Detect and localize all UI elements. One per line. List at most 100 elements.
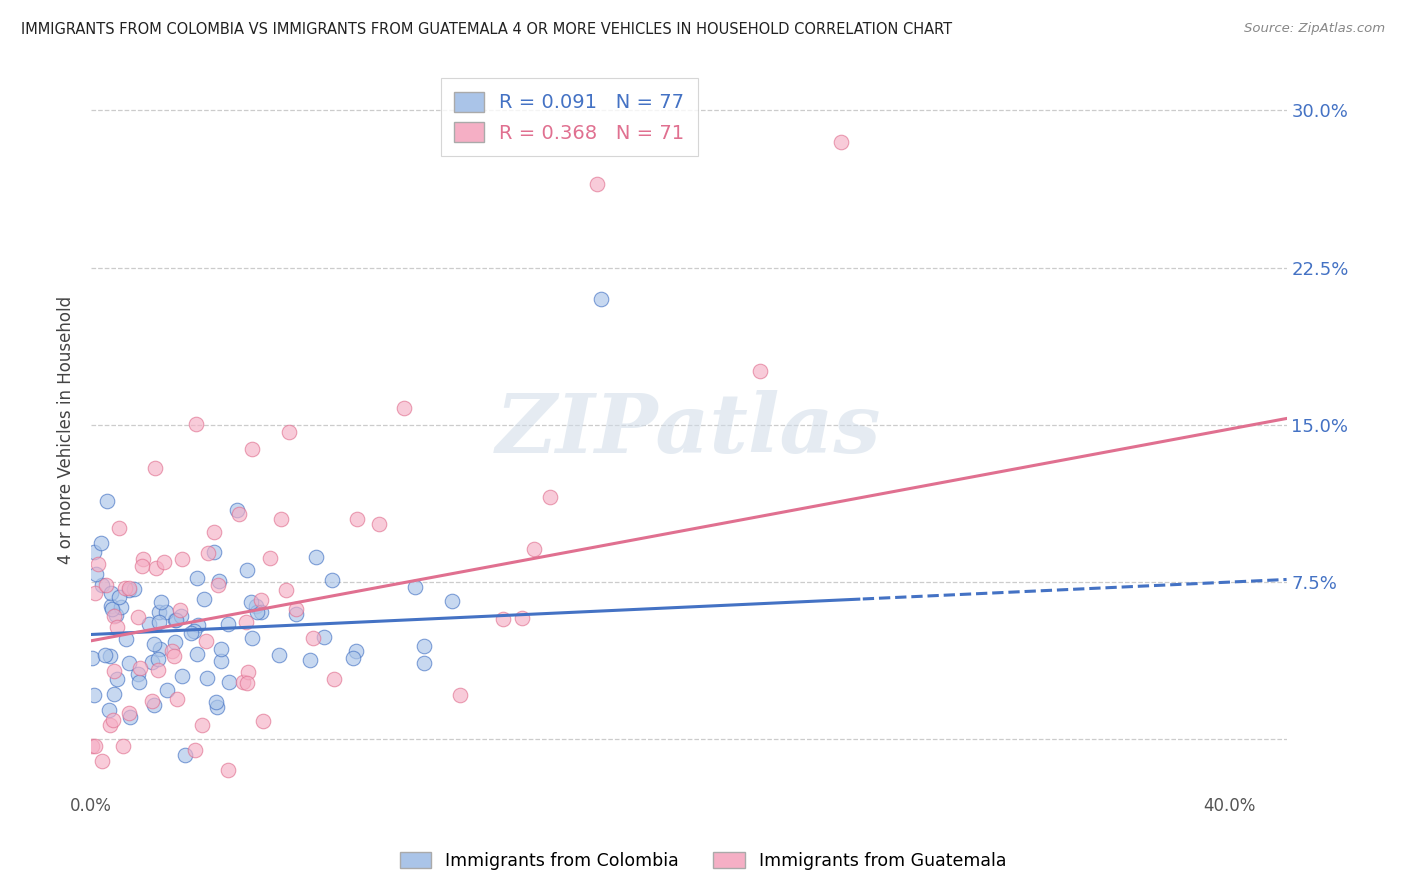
Point: [749, 364, 772, 378]
Point: [163, 649, 186, 664]
Point: [170, 551, 193, 566]
Point: [93, 648, 115, 662]
Point: [523, 541, 546, 556]
Point: [114, 581, 136, 595]
Point: [322, 673, 344, 687]
Point: [412, 657, 434, 671]
Point: [249, 592, 271, 607]
Point: [124, 582, 146, 596]
Point: [190, 718, 212, 732]
Point: [269, 648, 291, 663]
Point: [90, 754, 112, 768]
Point: [252, 714, 274, 728]
Point: [141, 655, 163, 669]
Point: [170, 609, 193, 624]
Point: [538, 490, 561, 504]
Point: [217, 616, 239, 631]
Point: [245, 599, 267, 613]
Point: [218, 674, 240, 689]
Point: [96, 578, 118, 592]
Point: [285, 602, 308, 616]
Point: [141, 694, 163, 708]
Point: [118, 581, 141, 595]
Point: [368, 517, 391, 532]
Point: [83, 545, 105, 559]
Point: [103, 686, 125, 700]
Point: [236, 563, 259, 577]
Y-axis label: 4 or more Vehicles in Household: 4 or more Vehicles in Household: [58, 296, 75, 564]
Point: [150, 595, 173, 609]
Point: [148, 615, 170, 629]
Point: [236, 665, 259, 679]
Point: [208, 574, 231, 588]
Point: [91, 577, 114, 591]
Point: [211, 654, 233, 668]
Point: [197, 546, 219, 560]
Point: [195, 671, 218, 685]
Legend: R = 0.091   N = 77, R = 0.368   N = 71: R = 0.091 N = 77, R = 0.368 N = 71: [441, 78, 697, 156]
Point: [131, 797, 153, 812]
Point: [250, 606, 273, 620]
Point: [148, 803, 170, 817]
Point: [103, 608, 125, 623]
Point: [240, 631, 263, 645]
Point: [240, 442, 263, 456]
Point: [104, 608, 127, 623]
Point: [232, 675, 254, 690]
Point: [305, 549, 328, 564]
Point: [101, 602, 124, 616]
Point: [240, 828, 263, 842]
Point: [83, 739, 105, 753]
Point: [321, 573, 343, 587]
Point: [83, 688, 105, 702]
Point: [585, 177, 607, 191]
Point: [108, 590, 131, 604]
Point: [302, 631, 325, 645]
Point: [156, 682, 179, 697]
Point: [277, 425, 299, 440]
Point: [404, 580, 426, 594]
Point: [118, 582, 141, 597]
Point: [202, 545, 225, 559]
Point: [155, 605, 177, 619]
Point: [166, 691, 188, 706]
Point: [285, 607, 308, 622]
Point: [169, 603, 191, 617]
Text: ZIPatlas: ZIPatlas: [496, 390, 882, 470]
Point: [142, 698, 165, 712]
Point: [217, 763, 239, 777]
Point: [160, 644, 183, 658]
Point: [209, 641, 232, 656]
Point: [830, 135, 852, 149]
Point: [152, 555, 174, 569]
Point: [449, 688, 471, 702]
Point: [184, 743, 207, 757]
Point: [195, 633, 218, 648]
Point: [492, 612, 515, 626]
Point: [118, 656, 141, 670]
Point: [98, 718, 121, 732]
Point: [246, 605, 269, 619]
Point: [205, 699, 228, 714]
Point: [86, 557, 108, 571]
Point: [149, 641, 172, 656]
Point: [98, 703, 121, 717]
Point: [346, 512, 368, 526]
Point: [163, 635, 186, 649]
Point: [148, 605, 170, 619]
Point: [440, 594, 463, 608]
Point: [183, 624, 205, 639]
Point: [344, 643, 367, 657]
Point: [110, 600, 132, 615]
Point: [120, 710, 142, 724]
Point: [163, 614, 186, 628]
Point: [193, 592, 215, 607]
Point: [510, 611, 533, 625]
Point: [205, 695, 228, 709]
Point: [207, 577, 229, 591]
Point: [111, 739, 134, 753]
Point: [90, 536, 112, 550]
Point: [107, 521, 129, 535]
Point: [128, 674, 150, 689]
Point: [98, 649, 121, 664]
